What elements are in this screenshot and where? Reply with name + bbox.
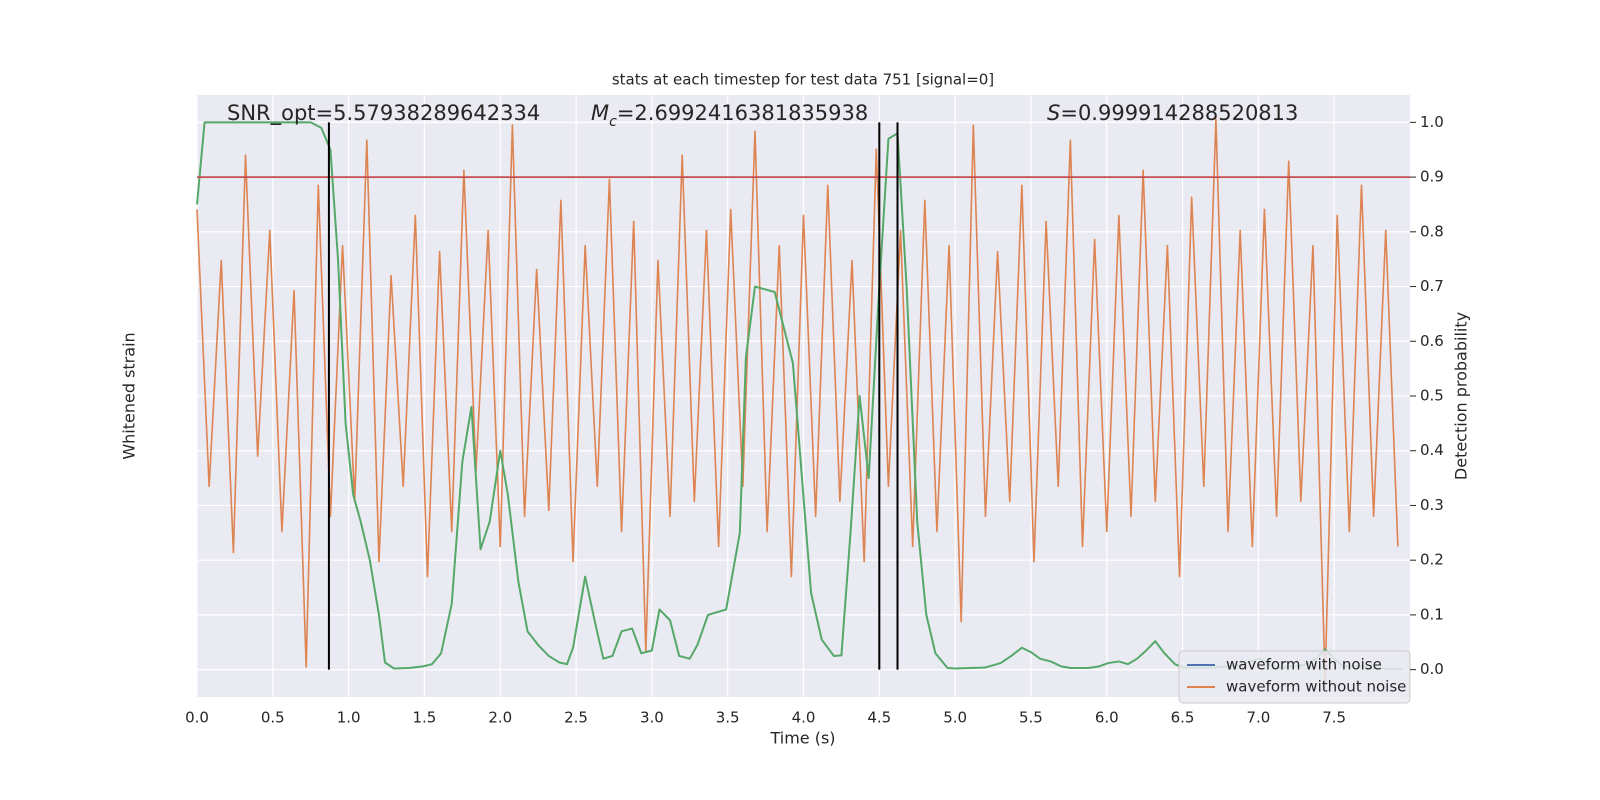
y2-tick-label: 0.5: [1420, 387, 1444, 405]
y2-tick-label: 0.7: [1420, 277, 1444, 295]
y2-axis-label: Detection probability: [1452, 312, 1471, 480]
legend-label: waveform with noise: [1226, 656, 1382, 674]
y2-tick-label: 0.0: [1420, 660, 1444, 678]
x-tick-label: 2.5: [564, 709, 588, 727]
overlay: SNR_opt=5.57938289642334 Mc=2.69924163818…: [227, 101, 1411, 704]
y2-tick-label: 0.1: [1420, 605, 1444, 623]
x-axis-label: Time (s): [769, 729, 835, 748]
x-tick-label: 0.5: [261, 709, 285, 727]
x-tick-label: 1.5: [413, 709, 437, 727]
series-line: [196, 118, 1399, 683]
annotation: Mc=2.6992416381835938: [591, 101, 868, 130]
y2-tick-label: 0.6: [1420, 332, 1444, 350]
x-tick-label: 0.0: [185, 709, 209, 727]
annotation-text: =2.6992416381835938: [617, 101, 868, 125]
x-tick-label: 6.5: [1171, 709, 1195, 727]
marks: [196, 118, 1410, 683]
x-tick-label: 4.0: [792, 709, 816, 727]
x-tick-label: 4.5: [867, 709, 891, 727]
y2-tick-label: 0.4: [1420, 441, 1444, 459]
annotation-symbol: S: [1047, 101, 1060, 125]
y2-tick-label: 1.0: [1420, 113, 1444, 131]
annotation-symbol: M: [591, 101, 609, 125]
y-axis-label: Whitened strain: [120, 332, 139, 459]
legend-box: [1178, 650, 1411, 704]
annotation-text: =0.999914288520813: [1060, 101, 1298, 125]
y2-tick-label: 0.8: [1420, 222, 1444, 240]
x-tick-label: 1.0: [337, 709, 361, 727]
x-tick-label: 3.5: [716, 709, 740, 727]
annotation-text: SNR_opt=5.57938289642334: [227, 101, 540, 126]
x-tick-label: 2.0: [488, 709, 512, 727]
legend-label: waveform without noise: [1226, 678, 1406, 696]
y2-tick-label: 0.9: [1420, 168, 1444, 186]
annotation-subscript: c: [609, 114, 617, 130]
annotation: S=0.999914288520813: [1047, 101, 1298, 125]
annotation: SNR_opt=5.57938289642334: [227, 101, 540, 126]
x-tick-label: 7.0: [1246, 709, 1270, 727]
x-tick-label: 7.5: [1322, 709, 1346, 727]
x-tick-label: 5.0: [943, 709, 967, 727]
x-tick-label: 5.5: [1019, 709, 1043, 727]
chart-title: stats at each timestep for test data 751…: [612, 71, 994, 89]
y2-tick-label: 0.2: [1420, 551, 1444, 569]
x-tick-label: 6.0: [1095, 709, 1119, 727]
x-tick-label: 3.0: [640, 709, 664, 727]
y2-tick-label: 0.3: [1420, 496, 1444, 514]
